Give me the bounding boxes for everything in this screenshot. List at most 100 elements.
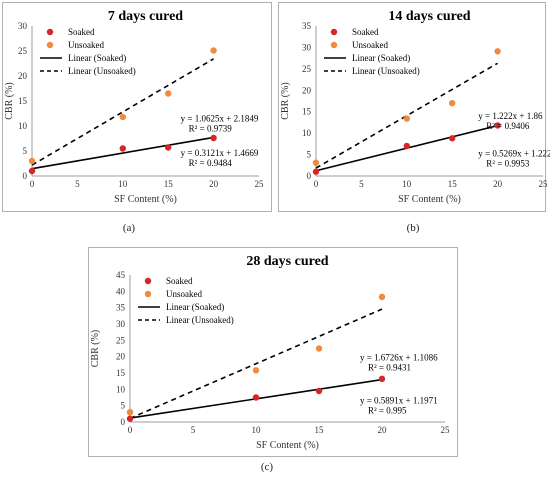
point-unsoaked [315,345,323,352]
y-axis-label: CBR (%) [280,82,291,120]
x-tick-label: 25 [539,179,549,189]
point-soaked [210,134,217,142]
x-tick-label: 0 [314,179,319,189]
r-squared-unsoaked: R² = 0.9406 [486,121,530,131]
legend-marker-unsoaked [46,41,54,49]
chart-border [2,2,272,212]
equation-soaked: y = 0.5269x + 1.2229 [478,149,550,159]
caption-c: (c) [260,461,274,473]
y-tick-label: 25 [18,46,28,56]
point-soaked [403,142,410,150]
point-unsoaked [312,159,320,166]
legend-label: Linear (Soaked) [352,53,410,63]
point-unsoaked [252,367,260,374]
point-soaked [126,415,134,422]
x-tick-label: 20 [378,425,388,435]
r-squared-soaked: R² = 0.995 [368,406,407,416]
legend-label: Soaked [166,276,193,286]
point-unsoaked [210,47,217,54]
caption-b: (b) [406,222,420,234]
x-tick-label: 0 [30,179,35,189]
chart-title: 7 days cured [108,9,183,24]
x-tick-label: 10 [252,425,262,435]
legend-label: Linear (Unsoaked) [166,315,234,325]
legend: Soaked Unsoaked Linear (Soaked) Linear (Uns… [40,27,136,76]
legend: Soaked Unsoaked Linear (Soaked) Linear (Uns… [324,27,420,76]
y-tick-label: 5 [121,401,126,411]
legend-marker-soaked [46,28,54,36]
point-unsoaked [378,293,386,301]
y-tick-label: 15 [302,107,312,117]
chart-title: 14 days cured [388,9,470,24]
x-axis-label: SF Content (%) [398,194,461,205]
x-tick-label: 5 [359,179,364,189]
point-unsoaked [449,99,456,107]
point-soaked [378,375,386,383]
chart-svg: 14 days cured 0 5 10 15 20 25 0 5 10 15 20 25 30 35 SF … [278,2,550,212]
r-squared-soaked: R² = 0.9484 [189,158,233,168]
trendline-unsoaked [315,62,498,169]
y-tick-label: 15 [18,96,28,106]
legend-label: Unsoaked [166,289,202,299]
y-tick-label: 5 [23,146,28,156]
y-tick-label: 45 [116,270,126,280]
chart-title: 28 days cured [246,254,328,269]
y-tick-label: 30 [302,42,312,52]
y-axis-label: CBR (%) [90,330,101,368]
trendline-unsoaked [129,308,383,420]
y-tick-label: 40 [116,286,126,296]
point-soaked [28,167,36,175]
legend-label: Soaked [68,27,95,37]
y-tick-label: 0 [307,171,312,181]
point-soaked [252,394,260,401]
y-tick-label: 25 [116,335,126,345]
y-tick-label: 10 [116,384,126,394]
x-axis-label: SF Content (%) [256,440,319,451]
equation-unsoaked: y = 1.0625x + 2.1849 [181,113,259,123]
y-tick-label: 25 [302,64,312,74]
trendline-soaked [31,136,214,170]
point-soaked [449,135,456,142]
caption-a: (a) [122,222,136,234]
r-squared-unsoaked: R² = 0.9431 [368,362,411,372]
x-tick-label: 5 [191,425,196,435]
y-axis-label: CBR (%) [4,82,15,120]
legend-label: Linear (Unsoaked) [68,66,136,76]
x-tick-label: 0 [128,425,133,435]
legend-label: Unsoaked [352,40,388,50]
y-tick-label: 0 [121,417,126,427]
x-tick-label: 15 [448,179,458,189]
legend-label: Soaked [352,27,379,37]
legend-marker-unsoaked [330,41,338,49]
x-tick-label: 20 [209,179,219,189]
point-soaked [315,387,323,395]
point-soaked [312,168,320,175]
x-tick-label: 15 [315,425,325,435]
y-tick-label: 30 [116,319,126,329]
y-tick-label: 5 [307,150,312,160]
chart-14-days: 14 days cured 0 5 10 15 20 25 0 5 10 15 20 25 30 35 SF … [278,2,550,212]
legend-label: Unsoaked [68,40,104,50]
equation-soaked: y = 0.5891x + 1.1971 [360,396,438,406]
y-tick-label: 15 [116,368,126,378]
chart-7-days: 7 days cured 0 5 10 15 20 25 0 5 10 15 20 25 30 SF Con… [2,2,272,212]
legend-marker-soaked [330,28,338,36]
legend-label: Linear (Unsoaked) [352,66,420,76]
x-tick-label: 5 [75,179,80,189]
r-squared-soaked: R² = 0.9953 [486,159,530,169]
equation-unsoaked: y = 1.6726x + 1.1086 [360,352,438,362]
y-tick-label: 35 [302,21,312,31]
point-unsoaked [403,115,410,122]
equation-soaked: y = 0.3121x + 1.4669 [181,148,259,158]
x-tick-label: 20 [493,179,503,189]
x-tick-label: 25 [441,425,451,435]
point-unsoaked [126,409,134,416]
y-tick-label: 30 [18,21,28,31]
x-tick-label: 10 [118,179,128,189]
y-tick-label: 10 [302,128,312,138]
point-soaked [165,144,172,151]
legend-marker-unsoaked [144,290,152,298]
y-tick-label: 20 [302,85,312,95]
y-tick-label: 0 [23,171,28,181]
chart-svg: 7 days cured 0 5 10 15 20 25 0 5 10 15 20 25 30 SF Con… [2,2,272,212]
